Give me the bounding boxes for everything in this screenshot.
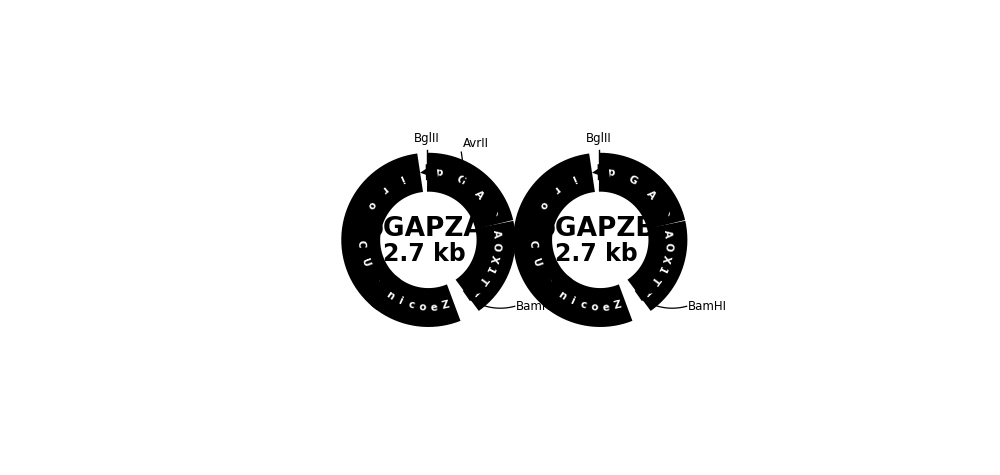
Text: A: A [472,188,485,201]
Text: 1: 1 [655,264,667,275]
Text: i: i [568,296,576,307]
Text: Z: Z [612,300,622,311]
Text: A: A [490,230,501,238]
Text: T: T [477,274,489,286]
Text: G: G [454,174,466,187]
Text: pGAPZB: pGAPZB [537,216,656,242]
Text: P: P [657,209,669,219]
Text: o: o [418,302,426,313]
Text: i: i [398,172,405,183]
Text: c: c [579,300,587,311]
Text: r: r [379,183,389,194]
Text: p: p [540,275,553,287]
Text: p: p [434,168,443,179]
Text: O: O [662,241,673,251]
Text: p: p [606,168,615,179]
Text: BglII: BglII [414,132,440,145]
Text: BamHI: BamHI [688,300,727,313]
Text: n: n [384,290,396,302]
Text: T: T [641,283,653,295]
Text: e: e [430,302,438,313]
Text: r: r [551,183,561,194]
Text: p: p [368,275,381,287]
Text: A: A [662,230,673,238]
Text: T: T [648,274,661,286]
Text: U: U [531,257,543,269]
Text: Z: Z [440,300,450,311]
Text: o: o [590,302,598,313]
Text: X: X [488,253,499,264]
Text: O: O [490,241,501,251]
Text: i: i [570,172,577,183]
Text: 1: 1 [483,264,495,275]
Text: n: n [556,290,568,302]
Text: i: i [396,296,404,307]
Text: 2.7 kb: 2.7 kb [383,242,466,266]
Text: P: P [485,209,497,219]
Text: o: o [537,199,549,210]
Text: T: T [469,283,481,295]
Text: o: o [365,199,377,210]
Text: BamHI: BamHI [516,300,555,313]
Text: c: c [407,300,415,311]
Text: G: G [626,174,638,187]
Text: A: A [644,188,657,201]
Text: 2.7 kb: 2.7 kb [555,242,638,266]
Text: BglII: BglII [586,132,612,145]
Text: X: X [659,253,671,264]
Text: C: C [528,239,538,247]
Text: AvrII: AvrII [463,137,489,150]
Text: C: C [356,239,366,247]
Text: e: e [602,302,610,313]
Text: pGAPZA: pGAPZA [365,216,485,242]
Text: U: U [359,257,371,269]
